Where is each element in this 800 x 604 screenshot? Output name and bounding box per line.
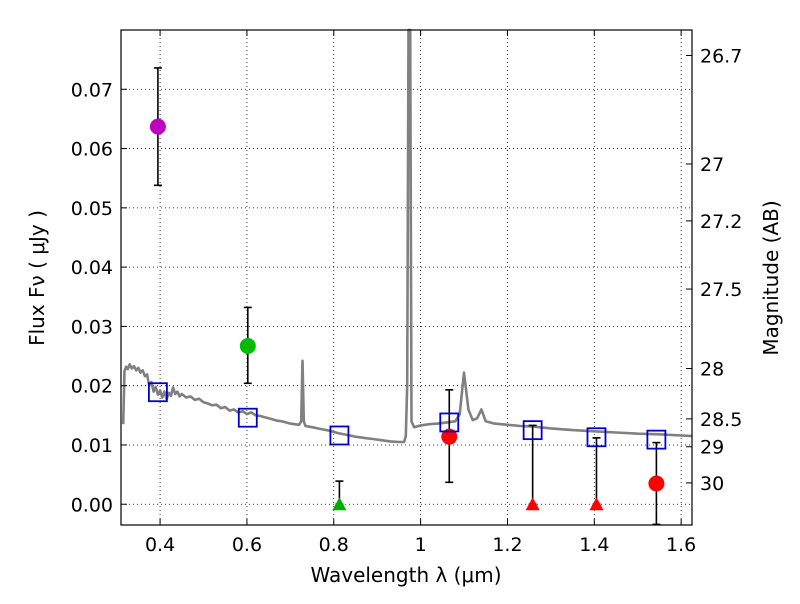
y-tick-label: 0.00: [71, 494, 113, 516]
model-photometry-square: [237, 407, 258, 428]
magnitude-tick-label: 26.7: [700, 45, 742, 67]
upper-limit-triangle: [589, 497, 604, 511]
flux-point: [239, 337, 256, 354]
model-photometry-square: [586, 427, 607, 448]
x-tick-label: 0.4: [145, 534, 175, 556]
x-tick-label: 0.8: [319, 534, 349, 556]
magnitude-tick-label: 30: [700, 473, 724, 495]
grid-lines: [121, 30, 692, 525]
model-photometry-square: [646, 429, 667, 450]
magnitude-tick-label: 29: [700, 437, 724, 459]
spectrum-layer: [121, 28, 693, 444]
y-tick-label: 0.01: [71, 435, 113, 457]
model-photometry-square: [522, 420, 543, 441]
x-tick-label: 1.2: [492, 534, 522, 556]
upper-limit-triangle: [525, 497, 540, 511]
y-tick-label: 0.05: [71, 198, 113, 220]
y-tick-label: 0.03: [71, 316, 113, 338]
y-axis-title: Flux Fν ( μJy ): [25, 210, 49, 346]
x-axis-title: Wavelength λ (μm): [310, 563, 501, 587]
magnitude-tick-label: 27: [700, 154, 724, 176]
model-photometry-square: [148, 382, 168, 403]
x-tick-label: 0.6: [232, 534, 262, 556]
model-spectrum-line: [121, 28, 693, 444]
flux-point: [149, 118, 166, 135]
axis-ticks: [121, 30, 692, 525]
y-tick-label: 0.04: [71, 257, 113, 279]
model-photometry-square: [439, 412, 460, 433]
magnitude-tick-label: 28: [700, 358, 724, 380]
axis-tick-labels: 0.4 0.6 0.8 1 1.2 1.4 1.6 0.00 0.01 0.02 0.03 0.04 0…: [71, 45, 743, 556]
magnitude-tick-label: 27.2: [700, 211, 742, 233]
x-tick-label: 1.4: [579, 534, 609, 556]
x-tick-label: 1.6: [666, 534, 696, 556]
y-tick-label: 0.02: [71, 376, 113, 398]
flux-point: [441, 428, 458, 445]
magnitude-axis-title: Magnitude (AB): [759, 200, 783, 355]
plot-frame: [120, 29, 693, 526]
model-photometry-square: [329, 425, 350, 446]
flux-point: [648, 475, 665, 492]
y-tick-label: 0.06: [71, 139, 113, 161]
upper-limit-triangle: [332, 497, 347, 511]
data-markers: [148, 67, 667, 526]
magnitude-tick-label: 27.5: [700, 279, 742, 301]
x-tick-label: 1: [415, 534, 427, 556]
y-tick-label: 0.07: [71, 79, 113, 101]
magnitude-tick-label: 28.5: [700, 409, 742, 431]
